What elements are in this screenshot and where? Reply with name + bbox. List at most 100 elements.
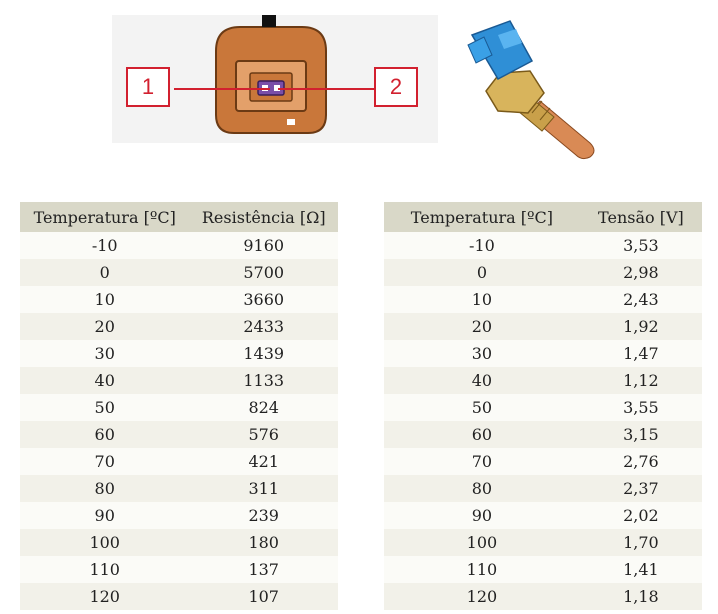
table-row: 60 576 (20, 421, 338, 448)
table-cell: 60 (20, 421, 190, 448)
table-cell: 10 (384, 286, 580, 313)
table-cell: 180 (189, 529, 338, 556)
table-row: 110 137 (20, 556, 338, 583)
table-cell: 120 (384, 583, 580, 610)
table-cell: 20 (20, 313, 190, 340)
table-header-row: Temperatura [ºC] Tensão [V] (384, 202, 702, 232)
table-cell: 70 (20, 448, 190, 475)
column-header-voltage: Tensão [V] (579, 202, 702, 232)
table-cell: 110 (20, 556, 190, 583)
table-row: 70 2,76 (384, 448, 702, 475)
table-row: 90 239 (20, 502, 338, 529)
table-row: 30 1439 (20, 340, 338, 367)
column-header-resistance: Resistência [Ω] (189, 202, 338, 232)
table-cell: 100 (384, 529, 580, 556)
table-cell: 90 (384, 502, 580, 529)
table-cell: -10 (20, 232, 190, 259)
table-cell: 239 (189, 502, 338, 529)
table-cell: 3,15 (579, 421, 702, 448)
table-cell: 90 (20, 502, 190, 529)
table-cell: 9160 (189, 232, 338, 259)
table-row: 100 180 (20, 529, 338, 556)
connector-illustration (174, 15, 374, 134)
table-cell: 120 (20, 583, 190, 610)
voltage-table-body: -10 3,53 0 2,98 10 2,43 20 1,92 30 1,47 40 1,12 50 3,… (384, 232, 702, 610)
table-header-row: Temperatura [ºC] Resistência [Ω] (20, 202, 338, 232)
table-row: 10 2,43 (384, 286, 702, 313)
table-row: 70 421 (20, 448, 338, 475)
table-cell: 3,55 (579, 394, 702, 421)
table-cell: 80 (20, 475, 190, 502)
table-cell: 40 (20, 367, 190, 394)
table-cell: 824 (189, 394, 338, 421)
table-row: 80 311 (20, 475, 338, 502)
table-cell: 70 (384, 448, 580, 475)
table-row: -10 3,53 (384, 232, 702, 259)
table-row: 40 1133 (20, 367, 338, 394)
table-row: 0 2,98 (384, 259, 702, 286)
table-row: 50 3,55 (384, 394, 702, 421)
table-cell: 1,92 (579, 313, 702, 340)
table-row: 40 1,12 (384, 367, 702, 394)
table-row: 80 2,37 (384, 475, 702, 502)
table-row: 120 107 (20, 583, 338, 610)
table-row: 20 2433 (20, 313, 338, 340)
resistance-table: Temperatura [ºC] Resistência [Ω] -10 9160… (20, 202, 338, 610)
table-cell: 3,53 (579, 232, 702, 259)
table-row: 60 3,15 (384, 421, 702, 448)
table-cell: 3660 (189, 286, 338, 313)
table-row: 110 1,41 (384, 556, 702, 583)
voltage-table: Temperatura [ºC] Tensão [V] -10 3,53 0 2,98… (384, 202, 702, 610)
table-cell: 2433 (189, 313, 338, 340)
table-row: 30 1,47 (384, 340, 702, 367)
table-cell: 80 (384, 475, 580, 502)
table-cell: 137 (189, 556, 338, 583)
table-row: 90 2,02 (384, 502, 702, 529)
table-cell: 0 (384, 259, 580, 286)
table-cell: 1,12 (579, 367, 702, 394)
connector-pinout-figure: 1 2 (112, 15, 438, 143)
table-cell: 1,18 (579, 583, 702, 610)
table-cell: 2,98 (579, 259, 702, 286)
table-cell: 40 (384, 367, 580, 394)
table-cell: 1,70 (579, 529, 702, 556)
table-cell: 50 (20, 394, 190, 421)
table-row: 50 824 (20, 394, 338, 421)
table-cell: 5700 (189, 259, 338, 286)
table-cell: 576 (189, 421, 338, 448)
table-cell: 2,02 (579, 502, 702, 529)
table-cell: 0 (20, 259, 190, 286)
pin-2-callout: 2 (374, 67, 418, 107)
table-cell: 1,47 (579, 340, 702, 367)
column-header-temperature: Temperatura [ºC] (20, 202, 190, 232)
table-cell: 421 (189, 448, 338, 475)
sensor-illustration (467, 20, 595, 160)
table-cell: 107 (189, 583, 338, 610)
table-cell: 30 (20, 340, 190, 367)
table-cell: 50 (384, 394, 580, 421)
table-cell: 2,76 (579, 448, 702, 475)
table-cell: 1439 (189, 340, 338, 367)
table-cell: 60 (384, 421, 580, 448)
table-cell: 100 (20, 529, 190, 556)
temperature-sensor-image (458, 15, 618, 165)
table-cell: -10 (384, 232, 580, 259)
table-row: 120 1,18 (384, 583, 702, 610)
table-cell: 2,37 (579, 475, 702, 502)
table-cell: 1,41 (579, 556, 702, 583)
pin-1-callout: 1 (126, 67, 170, 107)
table-cell: 10 (20, 286, 190, 313)
table-row: 0 5700 (20, 259, 338, 286)
resistance-table-body: -10 9160 0 5700 10 3660 20 2433 30 1439 40 1133 50 82… (20, 232, 338, 610)
table-cell: 2,43 (579, 286, 702, 313)
table-cell: 30 (384, 340, 580, 367)
table-cell: 20 (384, 313, 580, 340)
table-cell: 311 (189, 475, 338, 502)
table-cell: 1133 (189, 367, 338, 394)
table-row: 100 1,70 (384, 529, 702, 556)
column-header-temperature: Temperatura [ºC] (384, 202, 580, 232)
table-row: -10 9160 (20, 232, 338, 259)
table-cell: 110 (384, 556, 580, 583)
table-row: 10 3660 (20, 286, 338, 313)
table-row: 20 1,92 (384, 313, 702, 340)
